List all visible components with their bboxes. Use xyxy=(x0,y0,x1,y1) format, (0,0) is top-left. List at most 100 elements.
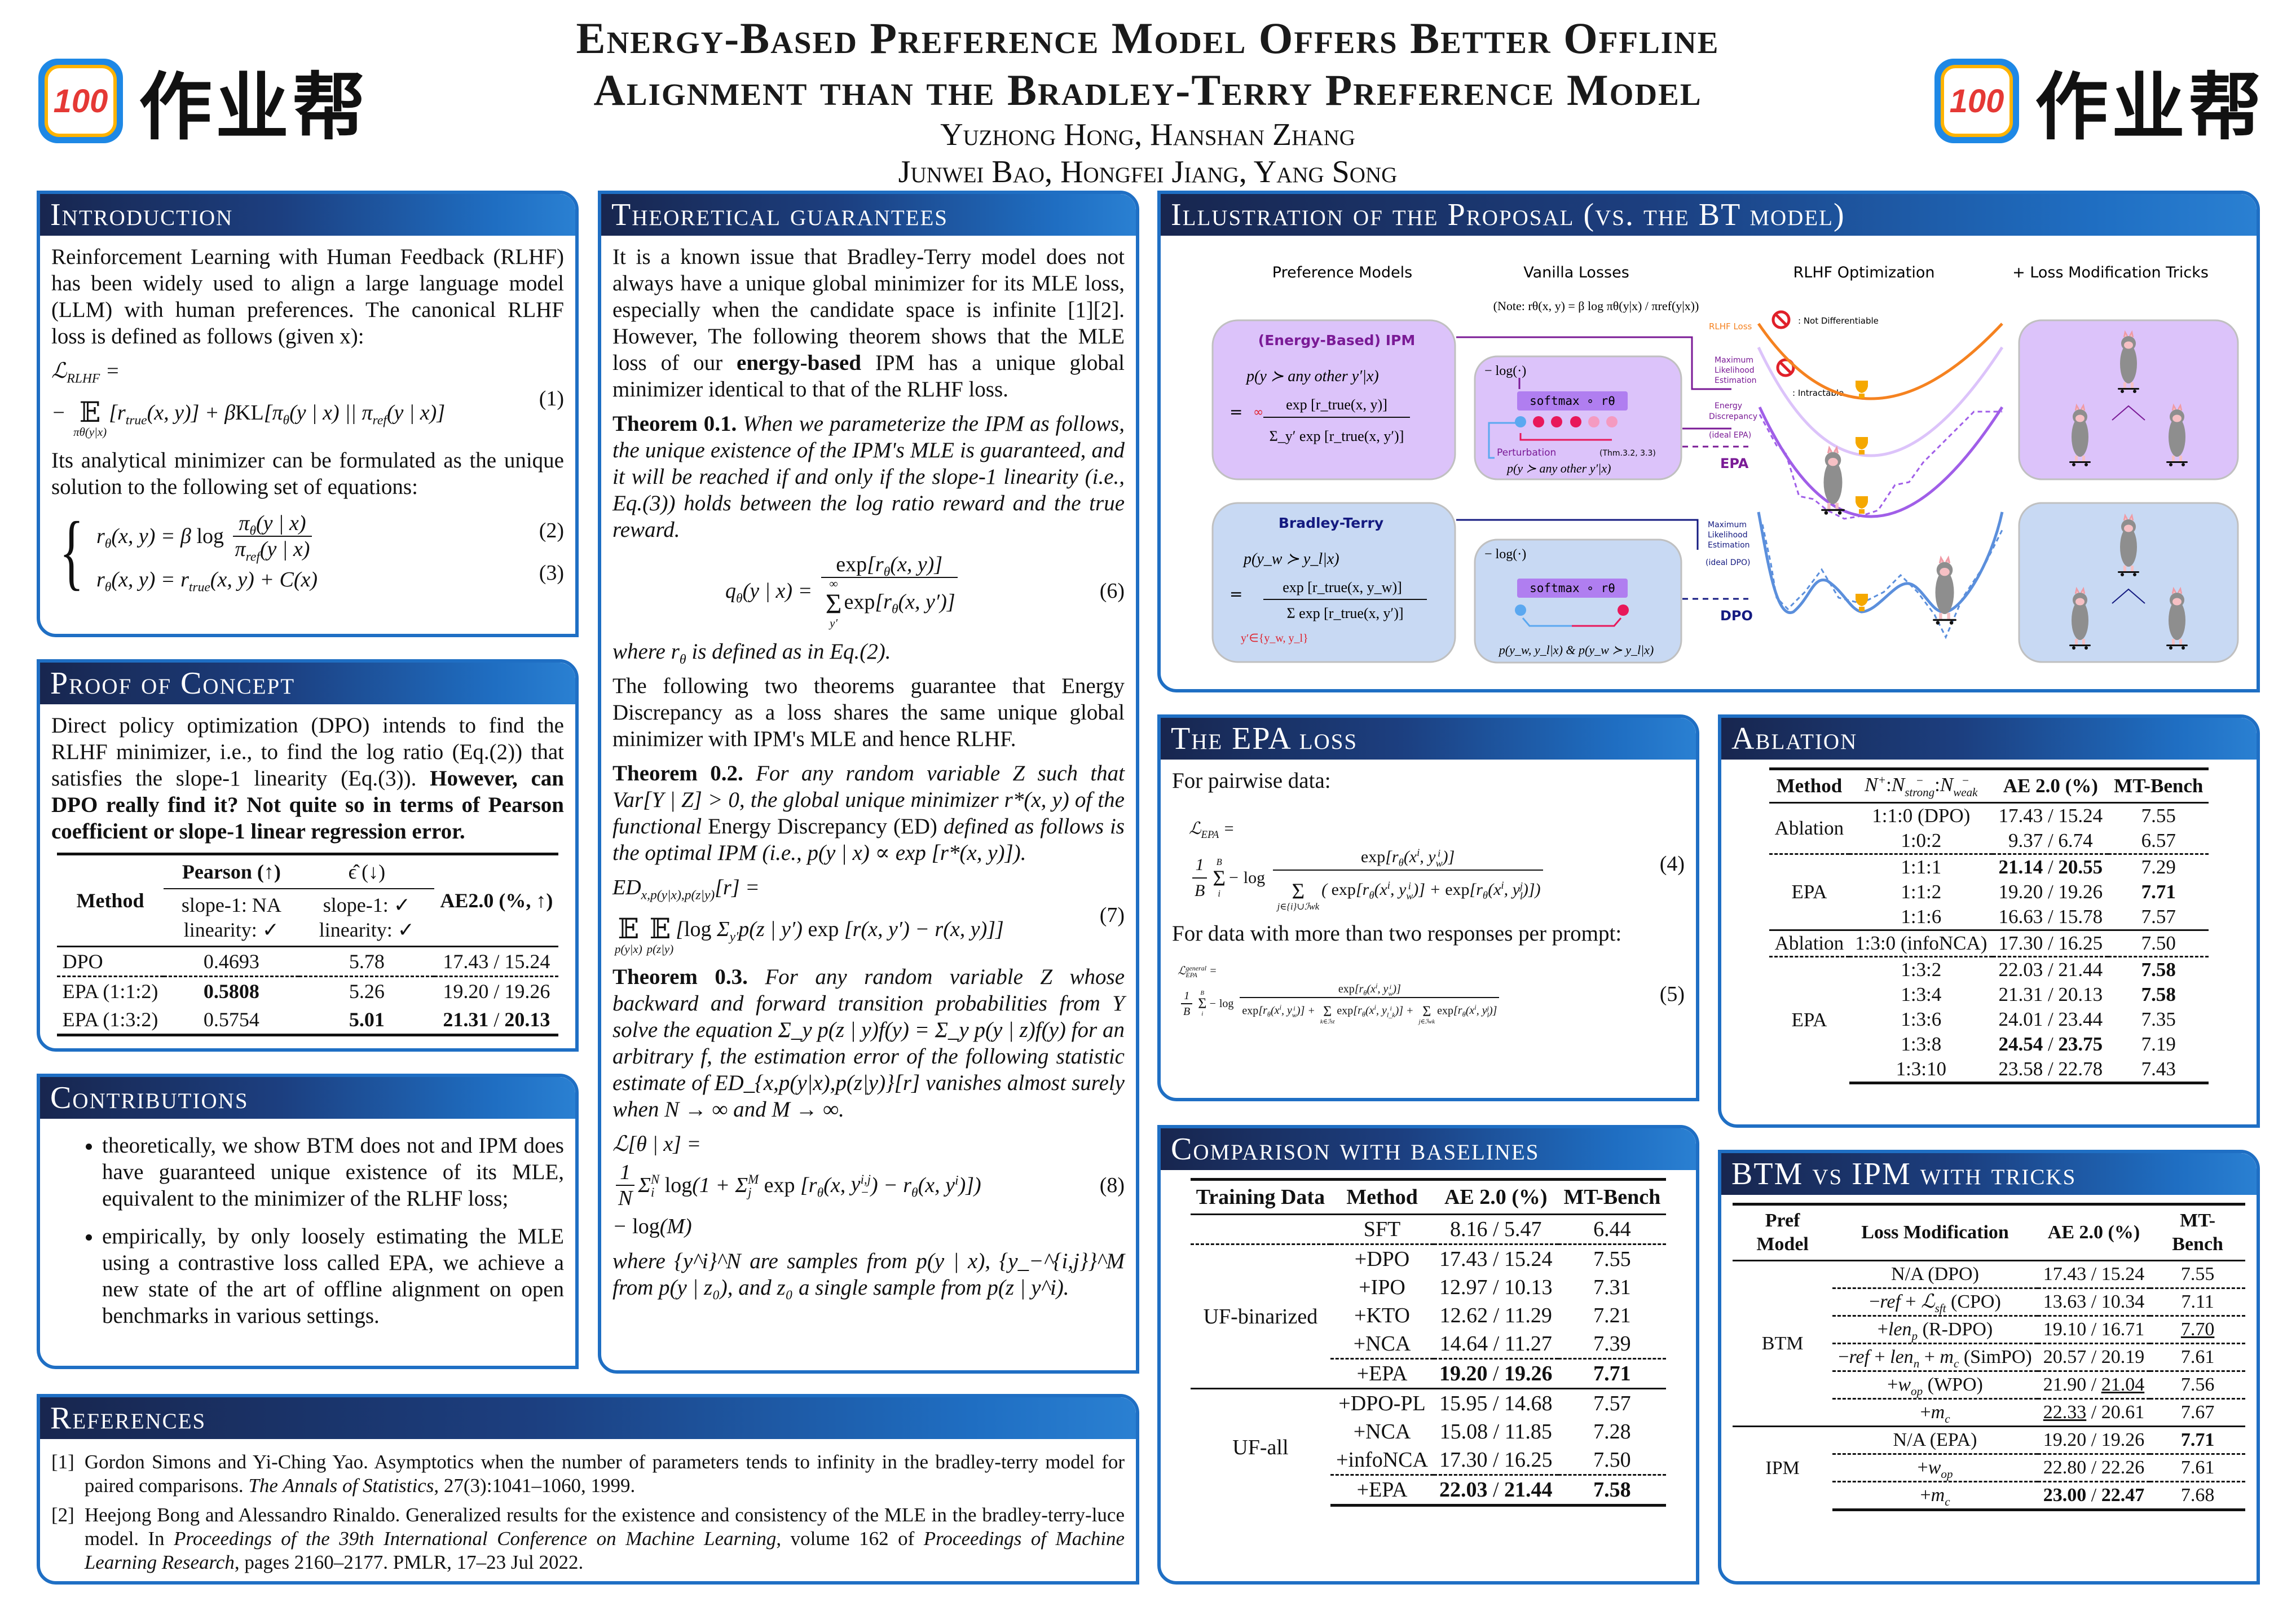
theorem-0-1: Theorem 0.1. When we parameterize the IP… xyxy=(612,411,1125,543)
text-run: x xyxy=(1274,1004,1280,1017)
table-cell: 24.01 / 23.44 xyxy=(1998,1008,2103,1030)
text-run: general EPA xyxy=(1186,965,1206,978)
table-cell: 1:3:4 xyxy=(1901,983,1942,1005)
theorem-reference: (Thm.3.2, 3.3) xyxy=(1599,449,1656,458)
text-run: Σ xyxy=(1213,866,1226,890)
text-run: j xyxy=(748,1185,752,1199)
text-run: i xyxy=(1374,1003,1376,1012)
text-run: 7.58 xyxy=(1593,1478,1631,1502)
text-run: 22.03 xyxy=(1439,1478,1488,1502)
table-row: DPO 0.4693 5.78 17.43 / 15.24 xyxy=(57,947,559,977)
reference-item: [2] Heejong Bong and Alessandro Rinaldo. … xyxy=(51,1503,1125,1574)
table-row: 1:3:6 24.01 / 23.44 7.35 xyxy=(1769,1007,2209,1032)
text-run: y i,j − xyxy=(851,1172,871,1199)
text-run: , pages 2160–2177. PMLR, 17–23 Jul 2022. xyxy=(234,1551,584,1573)
text-run: N xyxy=(1940,774,1954,796)
text-run: 1 xyxy=(1181,988,1193,1004)
table-row: +lenp (R-DPO) 19.10 / 16.71 7.70 xyxy=(1733,1315,2245,1344)
text-run: y xyxy=(1398,880,1407,899)
text-run: ( xyxy=(1367,983,1371,996)
text-run: r xyxy=(1263,1004,1267,1017)
positive-sample-icon xyxy=(1515,416,1526,427)
text-run: − xyxy=(1869,1291,1880,1312)
text-run: ℒ[θ | x] = xyxy=(612,1132,702,1157)
ipm-loss-label: p(y ≻ any other y′|x) xyxy=(1506,461,1611,475)
text-run: ℒsft xyxy=(1921,1291,1946,1314)
text-run: 1 xyxy=(616,1160,635,1186)
table-row: EPA 1:3:2 22.03 / 21.44 7.58 xyxy=(1769,955,2209,1083)
references-panel: References [1] Gordon Simons and Yi-Ching… xyxy=(37,1394,1139,1585)
softmax-block xyxy=(1517,579,1628,598)
table-cell: 21.14 / 20.55 xyxy=(1993,853,2109,880)
text-run: y′ xyxy=(729,917,739,945)
ipm-numerator: exp [r_true(x, y)] xyxy=(1286,396,1387,413)
text-run: (CPO) xyxy=(1946,1291,2001,1312)
text-run: 20.55 xyxy=(2058,856,2103,878)
text-run: 21.14 xyxy=(1998,856,2043,878)
text-run: Theorem 0.2. xyxy=(612,761,743,786)
table-cell: 6.44 xyxy=(1593,1217,1631,1241)
text-run: πθ(y | x) xyxy=(232,511,312,538)
text-run: θ xyxy=(883,564,891,580)
text-run: For any random variable Z whose backward… xyxy=(612,965,1125,1122)
text-run: exp xyxy=(1332,880,1356,899)
table-cell: 19.10 / 16.71 xyxy=(2037,1315,2150,1344)
table-cell: 7.11 xyxy=(2150,1287,2245,1316)
text-run: xi xyxy=(1469,1004,1476,1017)
equation-line: ℒ[θ | x] = xyxy=(612,1132,1093,1157)
text-run: [ xyxy=(1353,1004,1358,1017)
text-run: 1 xyxy=(1195,855,1204,874)
ablation-table: Method N+:N − strong:N − weak AE 2.0 (%) MT-Ben… xyxy=(1769,767,2209,1084)
text-run: exp xyxy=(1437,1004,1453,1017)
text-run: y′ xyxy=(729,929,739,945)
softmax-label: softmax ∘ rθ xyxy=(1530,394,1615,408)
text-run: i xyxy=(955,1173,959,1188)
bt-title: Bradley-Terry xyxy=(1279,515,1383,531)
text-run: , 27(3):1041–1060, 1999. xyxy=(434,1475,636,1497)
illustration-panel: Illustration of the Proposal (vs. the BT… xyxy=(1157,191,2260,692)
table-row: +KTO 12.62 / 11.29 7.21 xyxy=(1191,1301,1667,1330)
col-subheader: slope-1: NA linearity: ✓ xyxy=(164,889,299,947)
section-heading: Ablation xyxy=(1721,718,2257,760)
text-run: i xyxy=(1376,982,1378,990)
table-cell: +IPO xyxy=(1359,1276,1405,1299)
equation-number: (4) xyxy=(1659,852,1685,876)
bt-equation: p(y_w ≻ y_l|x) xyxy=(1242,550,1339,568)
text-run: 0.5808 xyxy=(203,980,259,1003)
authors-line: Yuzhong Hong, Hanshan Zhang xyxy=(940,117,1355,152)
text-run: rθ xyxy=(809,1173,823,1199)
text-run: Theorem 0.3. xyxy=(612,965,748,989)
text-run: 1 xyxy=(1192,853,1208,879)
bradley-terry-box xyxy=(1211,502,1456,663)
text-run: [ xyxy=(1385,848,1392,866)
text-run: y xyxy=(1482,1004,1487,1017)
ipm-box xyxy=(1211,319,1456,480)
text-run: 21.44 xyxy=(1504,1478,1553,1502)
text-run: rtrue xyxy=(180,567,210,594)
text-run: / xyxy=(2086,1485,2101,1506)
text-run: m xyxy=(1931,1402,1945,1423)
contribution-item: empirically, by only loosely estimating … xyxy=(102,1223,564,1329)
text-run: xi xyxy=(1370,982,1378,996)
text-run: (y | x) xyxy=(259,537,310,562)
text-run: wop xyxy=(1928,1457,1953,1480)
text-run: (M) xyxy=(659,1215,692,1239)
text-run: exp xyxy=(1337,1004,1354,1017)
text-run: Heejong Bong and Alessandro Rinaldo. Gen… xyxy=(84,1504,1125,1550)
text-run: B xyxy=(1192,879,1207,903)
section-heading: Theoretical guarantees xyxy=(601,194,1136,236)
text-run: r xyxy=(1457,1004,1462,1017)
equation-number: (3) xyxy=(539,561,564,585)
group-label xyxy=(1191,1215,1330,1245)
text-run: ∞ xyxy=(829,577,838,590)
text-run: Theorem 0.1. xyxy=(612,412,737,436)
text-run: ref xyxy=(1880,1291,1901,1312)
neg-log-label: − log(·) xyxy=(1484,547,1526,562)
reference-text: Heejong Bong and Alessandro Rinaldo. Gen… xyxy=(85,1503,1125,1574)
text-run: θ xyxy=(891,602,898,617)
equation-line: ℒRLHF = xyxy=(51,359,532,385)
